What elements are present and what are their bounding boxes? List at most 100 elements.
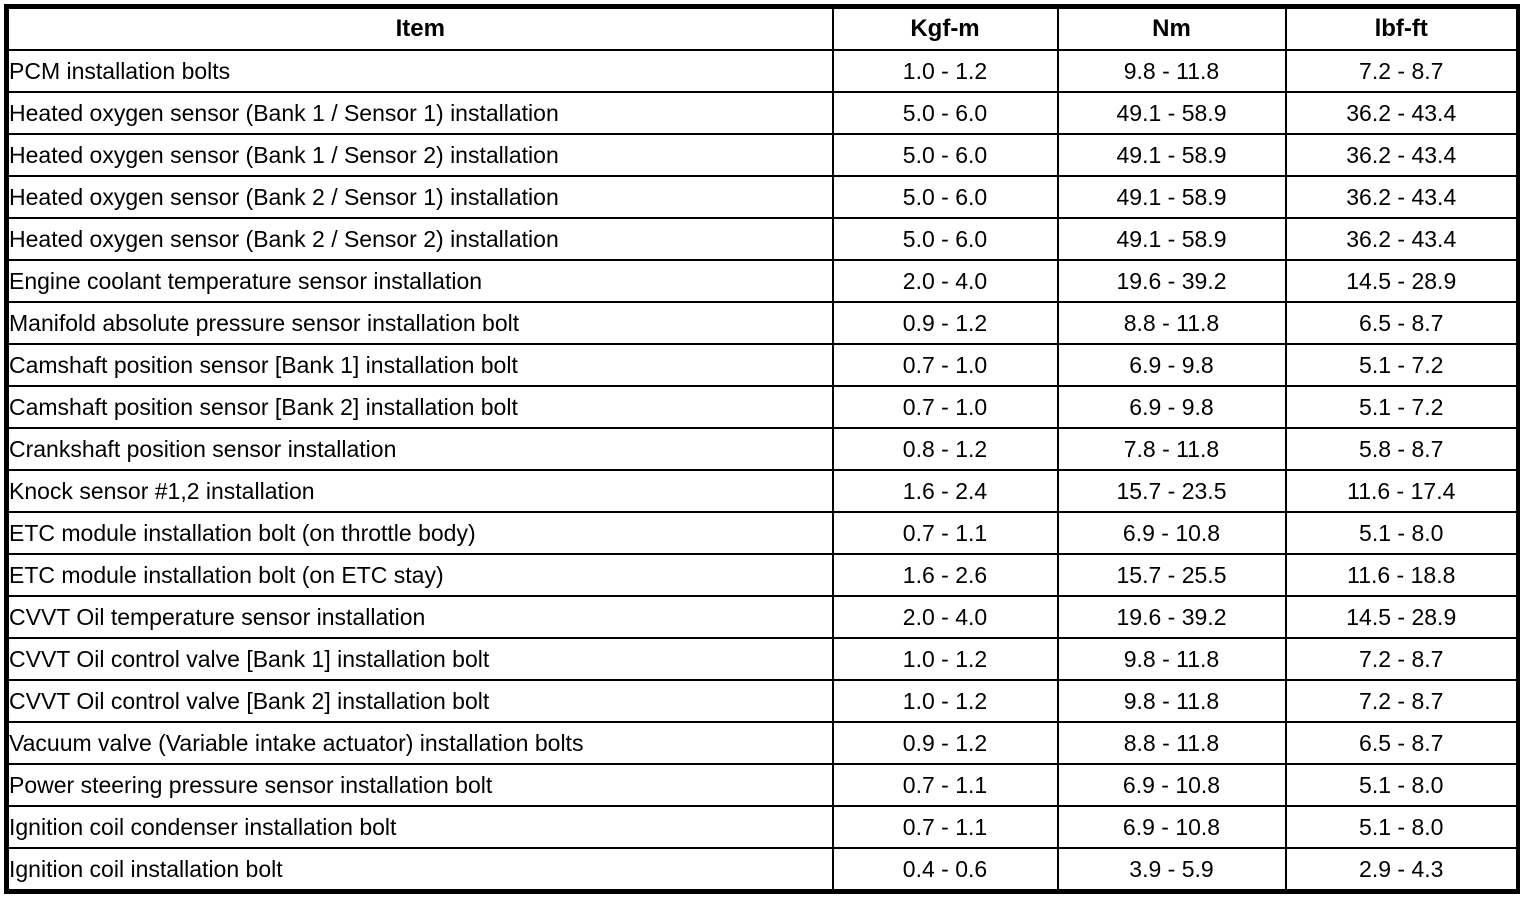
table-row: Power steering pressure sensor installat…: [5, 763, 1520, 807]
nm-cell: 15.7 - 23.5: [1056, 469, 1287, 513]
lbf-ft-cell: 36.2 - 43.4: [1284, 91, 1520, 135]
lbf-ft-cell: 14.5 - 28.9: [1284, 595, 1520, 639]
lbf-ft-cell: 14.5 - 28.9: [1284, 259, 1520, 303]
kgf-m-cell: 0.7 - 1.0: [831, 343, 1059, 387]
lbf-ft-cell: 5.1 - 7.2: [1284, 343, 1520, 387]
table-row: CVVT Oil control valve [Bank 2] installa…: [5, 679, 1520, 723]
column-header-item: Item: [5, 5, 834, 51]
item-cell: Crankshaft position sensor installation: [5, 427, 834, 471]
nm-cell: 6.9 - 10.8: [1056, 763, 1287, 807]
kgf-m-cell: 1.0 - 1.2: [831, 637, 1059, 681]
item-cell: Engine coolant temperature sensor instal…: [5, 259, 834, 303]
nm-cell: 15.7 - 25.5: [1056, 553, 1287, 597]
lbf-ft-cell: 5.1 - 7.2: [1284, 385, 1520, 429]
lbf-ft-cell: 36.2 - 43.4: [1284, 175, 1520, 219]
kgf-m-cell: 1.6 - 2.6: [831, 553, 1059, 597]
table-row: PCM installation bolts 1.0 - 1.2 9.8 - 1…: [5, 49, 1520, 93]
nm-cell: 6.9 - 10.8: [1056, 511, 1287, 555]
torque-spec-table: Item Kgf-m Nm lbf-ft PCM installation bo…: [4, 4, 1520, 894]
table-row: Camshaft position sensor [Bank 1] instal…: [5, 343, 1520, 387]
lbf-ft-cell: 36.2 - 43.4: [1284, 133, 1520, 177]
table-row: Ignition coil installation bolt 0.4 - 0.…: [5, 847, 1520, 893]
lbf-ft-cell: 2.9 - 4.3: [1284, 847, 1520, 893]
item-cell: Manifold absolute pressure sensor instal…: [5, 301, 834, 345]
kgf-m-cell: 0.8 - 1.2: [831, 427, 1059, 471]
kgf-m-cell: 5.0 - 6.0: [831, 133, 1059, 177]
nm-cell: 7.8 - 11.8: [1056, 427, 1287, 471]
lbf-ft-cell: 7.2 - 8.7: [1284, 679, 1520, 723]
kgf-m-cell: 0.7 - 1.0: [831, 385, 1059, 429]
table-row: Heated oxygen sensor (Bank 1 / Sensor 2)…: [5, 133, 1520, 177]
kgf-m-cell: 2.0 - 4.0: [831, 259, 1059, 303]
nm-cell: 19.6 - 39.2: [1056, 259, 1287, 303]
table-row: ETC module installation bolt (on throttl…: [5, 511, 1520, 555]
item-cell: Camshaft position sensor [Bank 2] instal…: [5, 385, 834, 429]
nm-cell: 9.8 - 11.8: [1056, 679, 1287, 723]
kgf-m-cell: 0.4 - 0.6: [831, 847, 1059, 893]
item-cell: Vacuum valve (Variable intake actuator) …: [5, 721, 834, 765]
kgf-m-cell: 0.7 - 1.1: [831, 763, 1059, 807]
table-row: Heated oxygen sensor (Bank 2 / Sensor 1)…: [5, 175, 1520, 219]
kgf-m-cell: 5.0 - 6.0: [831, 217, 1059, 261]
table-row: CVVT Oil control valve [Bank 1] installa…: [5, 637, 1520, 681]
item-cell: Heated oxygen sensor (Bank 2 / Sensor 2)…: [5, 217, 834, 261]
kgf-m-cell: 0.7 - 1.1: [831, 511, 1059, 555]
table-row: ETC module installation bolt (on ETC sta…: [5, 553, 1520, 597]
nm-cell: 49.1 - 58.9: [1056, 133, 1287, 177]
table-row: Crankshaft position sensor installation …: [5, 427, 1520, 471]
nm-cell: 8.8 - 11.8: [1056, 301, 1287, 345]
table-row: CVVT Oil temperature sensor installation…: [5, 595, 1520, 639]
lbf-ft-cell: 11.6 - 17.4: [1284, 469, 1520, 513]
nm-cell: 49.1 - 58.9: [1056, 217, 1287, 261]
lbf-ft-cell: 36.2 - 43.4: [1284, 217, 1520, 261]
lbf-ft-cell: 5.8 - 8.7: [1284, 427, 1520, 471]
item-cell: Ignition coil installation bolt: [5, 847, 834, 893]
item-cell: Heated oxygen sensor (Bank 1 / Sensor 1)…: [5, 91, 834, 135]
column-header-nm: Nm: [1056, 5, 1287, 51]
nm-cell: 3.9 - 5.9: [1056, 847, 1287, 893]
lbf-ft-cell: 6.5 - 8.7: [1284, 301, 1520, 345]
table-row: Knock sensor #1,2 installation 1.6 - 2.4…: [5, 469, 1520, 513]
item-cell: Heated oxygen sensor (Bank 1 / Sensor 2)…: [5, 133, 834, 177]
nm-cell: 6.9 - 10.8: [1056, 805, 1287, 849]
item-cell: Knock sensor #1,2 installation: [5, 469, 834, 513]
lbf-ft-cell: 11.6 - 18.8: [1284, 553, 1520, 597]
nm-cell: 19.6 - 39.2: [1056, 595, 1287, 639]
table-row: Engine coolant temperature sensor instal…: [5, 259, 1520, 303]
table-row: Vacuum valve (Variable intake actuator) …: [5, 721, 1520, 765]
kgf-m-cell: 5.0 - 6.0: [831, 91, 1059, 135]
item-cell: Power steering pressure sensor installat…: [5, 763, 834, 807]
column-header-kgf-m: Kgf-m: [831, 5, 1059, 51]
lbf-ft-cell: 7.2 - 8.7: [1284, 49, 1520, 93]
nm-cell: 49.1 - 58.9: [1056, 175, 1287, 219]
nm-cell: 9.8 - 11.8: [1056, 49, 1287, 93]
nm-cell: 9.8 - 11.8: [1056, 637, 1287, 681]
table-row: Ignition coil condenser installation bol…: [5, 805, 1520, 849]
item-cell: Camshaft position sensor [Bank 1] instal…: [5, 343, 834, 387]
item-cell: CVVT Oil control valve [Bank 2] installa…: [5, 679, 834, 723]
item-cell: ETC module installation bolt (on throttl…: [5, 511, 834, 555]
nm-cell: 49.1 - 58.9: [1056, 91, 1287, 135]
kgf-m-cell: 1.0 - 1.2: [831, 679, 1059, 723]
nm-cell: 8.8 - 11.8: [1056, 721, 1287, 765]
table-row: Heated oxygen sensor (Bank 2 / Sensor 2)…: [5, 217, 1520, 261]
lbf-ft-cell: 5.1 - 8.0: [1284, 805, 1520, 849]
nm-cell: 6.9 - 9.8: [1056, 385, 1287, 429]
table-row: Heated oxygen sensor (Bank 1 / Sensor 1)…: [5, 91, 1520, 135]
lbf-ft-cell: 6.5 - 8.7: [1284, 721, 1520, 765]
table-row: Camshaft position sensor [Bank 2] instal…: [5, 385, 1520, 429]
kgf-m-cell: 2.0 - 4.0: [831, 595, 1059, 639]
kgf-m-cell: 0.9 - 1.2: [831, 301, 1059, 345]
table-row: Manifold absolute pressure sensor instal…: [5, 301, 1520, 345]
header-row: Item Kgf-m Nm lbf-ft: [5, 5, 1520, 51]
item-cell: Ignition coil condenser installation bol…: [5, 805, 834, 849]
kgf-m-cell: 0.9 - 1.2: [831, 721, 1059, 765]
item-cell: CVVT Oil temperature sensor installation: [5, 595, 834, 639]
lbf-ft-cell: 5.1 - 8.0: [1284, 511, 1520, 555]
item-cell: Heated oxygen sensor (Bank 2 / Sensor 1)…: [5, 175, 834, 219]
column-header-lbf-ft: lbf-ft: [1284, 5, 1520, 51]
kgf-m-cell: 1.0 - 1.2: [831, 49, 1059, 93]
item-cell: PCM installation bolts: [5, 49, 834, 93]
lbf-ft-cell: 5.1 - 8.0: [1284, 763, 1520, 807]
kgf-m-cell: 5.0 - 6.0: [831, 175, 1059, 219]
